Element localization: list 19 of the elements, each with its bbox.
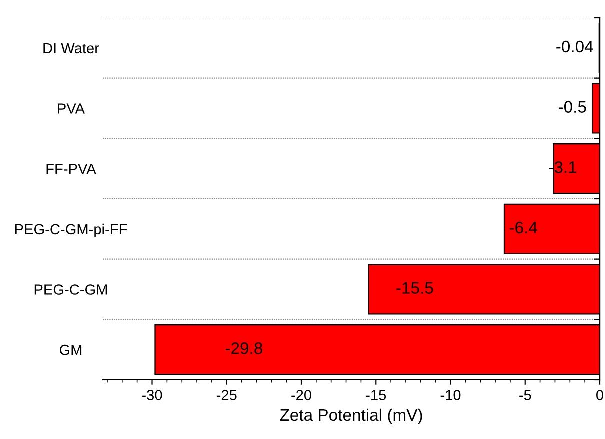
x-axis-title: Zeta Potential (mV) xyxy=(280,408,422,424)
x-tick-label: -30 xyxy=(142,390,162,400)
data-label: -0.5 xyxy=(559,101,586,113)
x-tick-label: -5 xyxy=(520,390,532,400)
data-label: -29.8 xyxy=(226,342,262,354)
y-tick-label: FF-PVA xyxy=(46,164,96,174)
data-label: -6.4 xyxy=(510,222,538,234)
x-tick-label: -20 xyxy=(292,390,312,400)
data-label: -0.04 xyxy=(556,40,594,53)
y-tick-label: PEG-C-GM xyxy=(34,284,108,295)
x-tick-label: -15 xyxy=(366,390,386,400)
x-tick-label: -25 xyxy=(216,390,237,400)
y-tick-label: DI Water xyxy=(44,43,100,54)
x-tick-label: -10 xyxy=(440,390,461,400)
data-label: -15.5 xyxy=(396,282,434,294)
y-tick-label: PEG-C-GM-pi-FF xyxy=(15,224,128,238)
y-tick-label: GM xyxy=(60,344,82,356)
x-tick-label: 0 xyxy=(596,390,604,400)
y-tick-label: PVA xyxy=(58,104,86,114)
